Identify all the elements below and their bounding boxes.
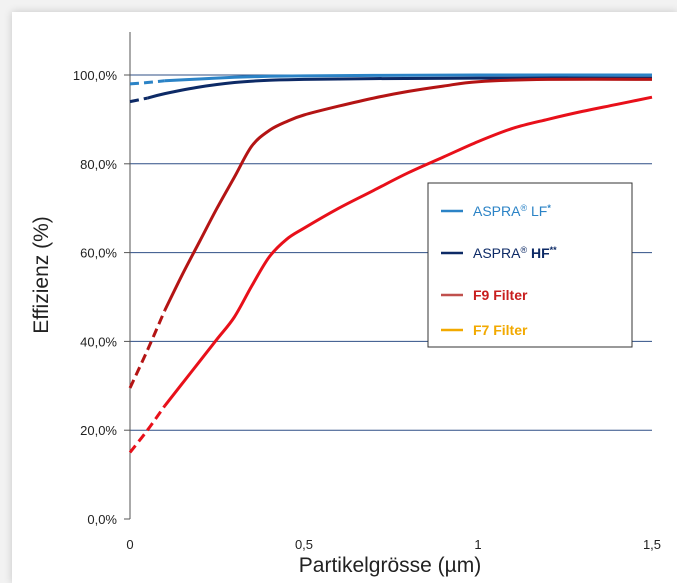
legend-label: F9 Filter (473, 287, 528, 303)
x-tick-label: 0 (126, 537, 133, 552)
series-1-line (147, 76, 653, 100)
x-tick-label: 1 (474, 537, 481, 552)
series-1-dashed-extrapolation (129, 96, 148, 104)
series-2-line (163, 77, 653, 311)
series-2-dashed-extrapolation (128, 309, 167, 389)
y-tick-labels: 0,0% 20,0% 40,0% 60,0% 80,0% 100,0% (73, 68, 130, 527)
legend-label: ASPRA® HF** (473, 245, 557, 261)
legend-label: ASPRA® LF* (473, 203, 551, 219)
series-3-dashed-extrapolation (128, 404, 167, 454)
y-tick-label: 20,0% (80, 423, 117, 438)
y-tick-label: 60,0% (80, 246, 117, 261)
x-axis-title: Partikelgrösse (µm) (299, 554, 481, 577)
x-tick-labels: 0 0,5 1 1,5 (126, 537, 661, 552)
x-tick-label: 1,5 (643, 537, 661, 552)
x-tick-label: 0,5 (295, 537, 313, 552)
series-0-line (164, 73, 653, 83)
legend-label: F7 Filter (473, 322, 528, 338)
y-tick-label: 0,0% (87, 512, 117, 527)
axes (124, 32, 131, 520)
series-lines (128, 73, 653, 454)
y-tick-label: 40,0% (80, 334, 117, 349)
y-tick-label: 80,0% (80, 157, 117, 172)
series-3-line (163, 95, 653, 407)
y-tick-label: 100,0% (73, 68, 118, 83)
legend: ASPRA® LF* ASPRA® HF** F9 Filter F7 Filter (427, 182, 633, 348)
y-axis-title: Effizienz (%) (30, 216, 53, 333)
series-0-dashed-extrapolation (129, 79, 165, 86)
